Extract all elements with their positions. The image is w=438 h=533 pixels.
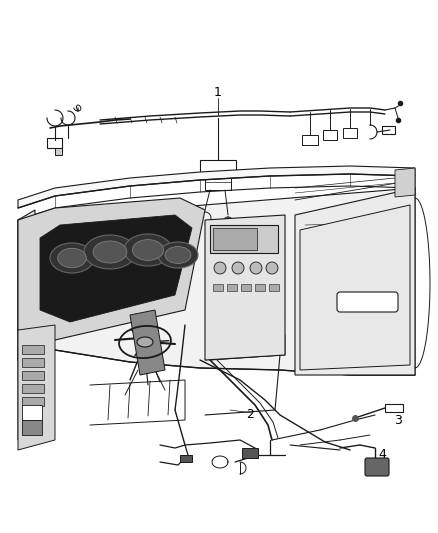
Polygon shape (205, 175, 231, 190)
Ellipse shape (165, 247, 191, 263)
Polygon shape (302, 135, 318, 145)
Polygon shape (180, 455, 192, 462)
FancyBboxPatch shape (337, 292, 398, 312)
Ellipse shape (93, 241, 127, 263)
Polygon shape (18, 166, 415, 208)
Bar (22, 384, 44, 393)
Ellipse shape (137, 337, 153, 347)
Bar (241, 284, 251, 291)
Ellipse shape (250, 262, 262, 274)
Polygon shape (47, 138, 62, 148)
Bar (22, 358, 44, 367)
Text: 2: 2 (246, 408, 254, 422)
Ellipse shape (158, 242, 198, 268)
Ellipse shape (50, 243, 94, 273)
Polygon shape (343, 128, 357, 138)
Bar (22, 345, 44, 354)
Polygon shape (205, 215, 285, 360)
Text: 4: 4 (378, 448, 386, 462)
Polygon shape (295, 188, 415, 375)
Bar (255, 284, 265, 291)
Polygon shape (323, 130, 337, 140)
Ellipse shape (58, 248, 86, 268)
FancyBboxPatch shape (365, 458, 389, 476)
Bar (227, 284, 237, 291)
Polygon shape (55, 148, 62, 155)
Text: 1: 1 (214, 85, 222, 99)
Polygon shape (22, 405, 42, 420)
Text: 3: 3 (394, 414, 402, 426)
Bar (22, 397, 44, 406)
Polygon shape (382, 126, 395, 134)
Ellipse shape (214, 262, 226, 274)
Polygon shape (18, 188, 415, 375)
Bar (269, 284, 279, 291)
Polygon shape (300, 205, 410, 370)
Polygon shape (22, 420, 42, 435)
Polygon shape (18, 325, 55, 450)
Bar (213, 228, 257, 250)
Polygon shape (18, 210, 35, 440)
Bar (385, 404, 403, 412)
Ellipse shape (232, 262, 244, 274)
Ellipse shape (132, 240, 164, 261)
Polygon shape (40, 215, 192, 322)
Ellipse shape (266, 262, 278, 274)
Ellipse shape (124, 234, 172, 266)
Polygon shape (200, 160, 236, 175)
Bar (210, 225, 278, 253)
Polygon shape (242, 448, 258, 458)
Bar (213, 284, 223, 291)
Polygon shape (130, 310, 165, 375)
Ellipse shape (84, 235, 136, 269)
Bar (22, 371, 44, 380)
Polygon shape (395, 168, 415, 197)
Polygon shape (18, 198, 205, 340)
